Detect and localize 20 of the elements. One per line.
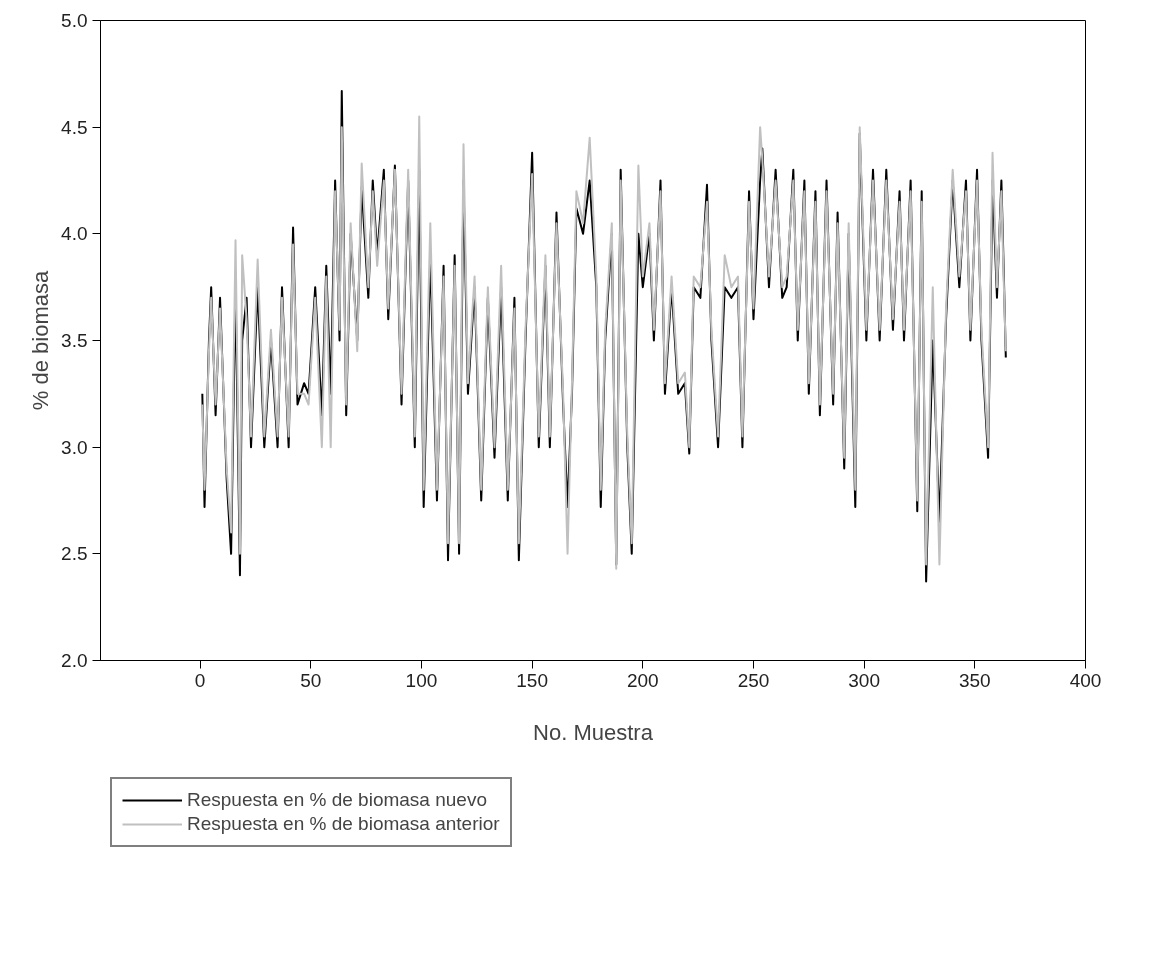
x-tick-label: 0 bbox=[194, 669, 206, 691]
x-tick-label: 350 bbox=[958, 669, 991, 691]
x-tick-label: 400 bbox=[1069, 669, 1102, 691]
legend-label: Respuesta en % de biomasa anterior bbox=[187, 813, 500, 835]
x-axis-title: No. Muestra bbox=[533, 719, 654, 745]
y-tick-label: 4.5 bbox=[61, 116, 88, 138]
x-tick-label: 250 bbox=[737, 669, 770, 691]
x-tick-label: 300 bbox=[848, 669, 880, 691]
x-tick-label: 100 bbox=[405, 669, 438, 691]
y-tick-label: 3.0 bbox=[61, 436, 88, 458]
y-tick-label: 2.5 bbox=[61, 543, 88, 565]
x-tick-label: 200 bbox=[626, 669, 659, 691]
y-tick-label: 2.0 bbox=[61, 650, 88, 671]
y-tick-label: 3.5 bbox=[61, 330, 88, 351]
legend-label: Respuesta en % de biomasa nuevo bbox=[187, 789, 487, 811]
y-tick-label: 4.0 bbox=[61, 223, 88, 245]
x-tick-label: 50 bbox=[300, 669, 322, 691]
y-axis-title: % de biomasa bbox=[28, 270, 54, 411]
y-tick-label: 5.0 bbox=[61, 10, 88, 31]
x-tick-label: 150 bbox=[516, 669, 548, 691]
